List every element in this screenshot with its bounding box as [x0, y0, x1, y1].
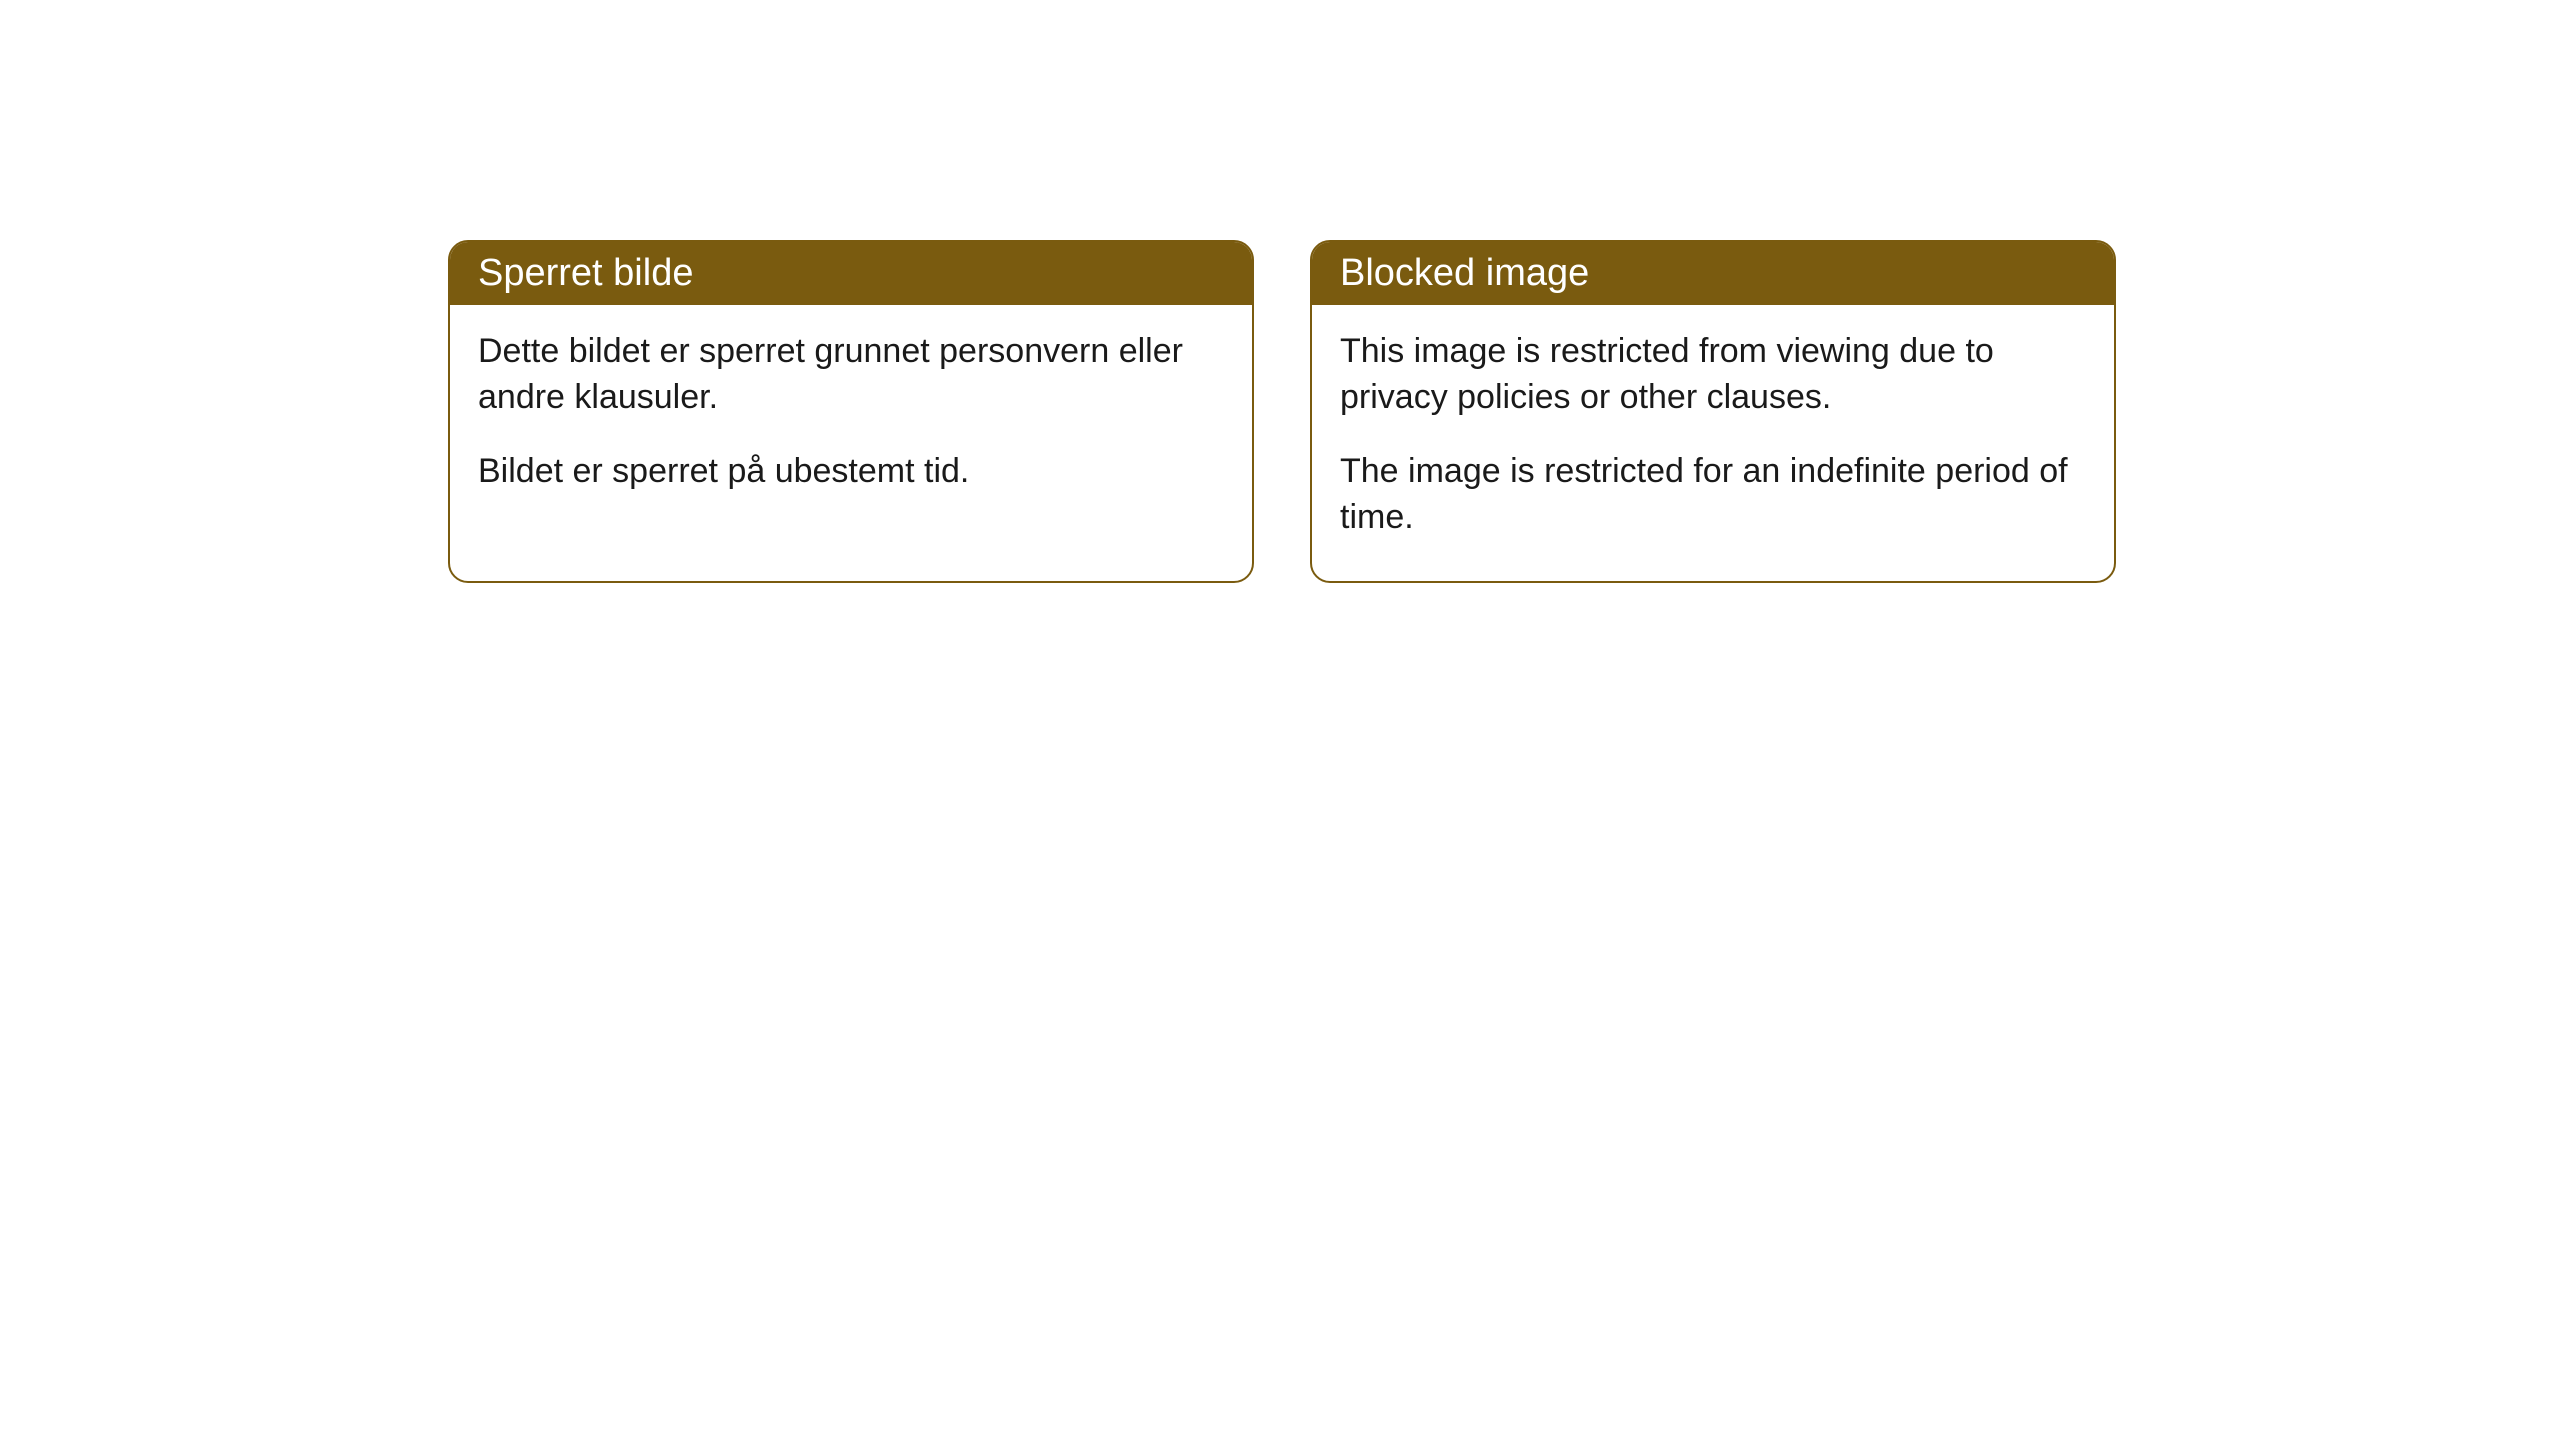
card-title: Blocked image [1340, 252, 1589, 294]
notice-card-english: Blocked image This image is restricted f… [1310, 240, 2116, 583]
card-body: This image is restricted from viewing du… [1312, 305, 2114, 581]
card-paragraph: The image is restricted for an indefinit… [1340, 449, 2086, 541]
notice-container: Sperret bilde Dette bildet er sperret gr… [0, 0, 2560, 583]
notice-card-norwegian: Sperret bilde Dette bildet er sperret gr… [448, 240, 1254, 583]
card-paragraph: This image is restricted from viewing du… [1340, 329, 2086, 421]
card-header: Blocked image [1312, 242, 2114, 305]
card-title: Sperret bilde [478, 252, 693, 294]
card-paragraph: Bildet er sperret på ubestemt tid. [478, 449, 1224, 495]
card-body: Dette bildet er sperret grunnet personve… [450, 305, 1252, 535]
card-header: Sperret bilde [450, 242, 1252, 305]
card-paragraph: Dette bildet er sperret grunnet personve… [478, 329, 1224, 421]
